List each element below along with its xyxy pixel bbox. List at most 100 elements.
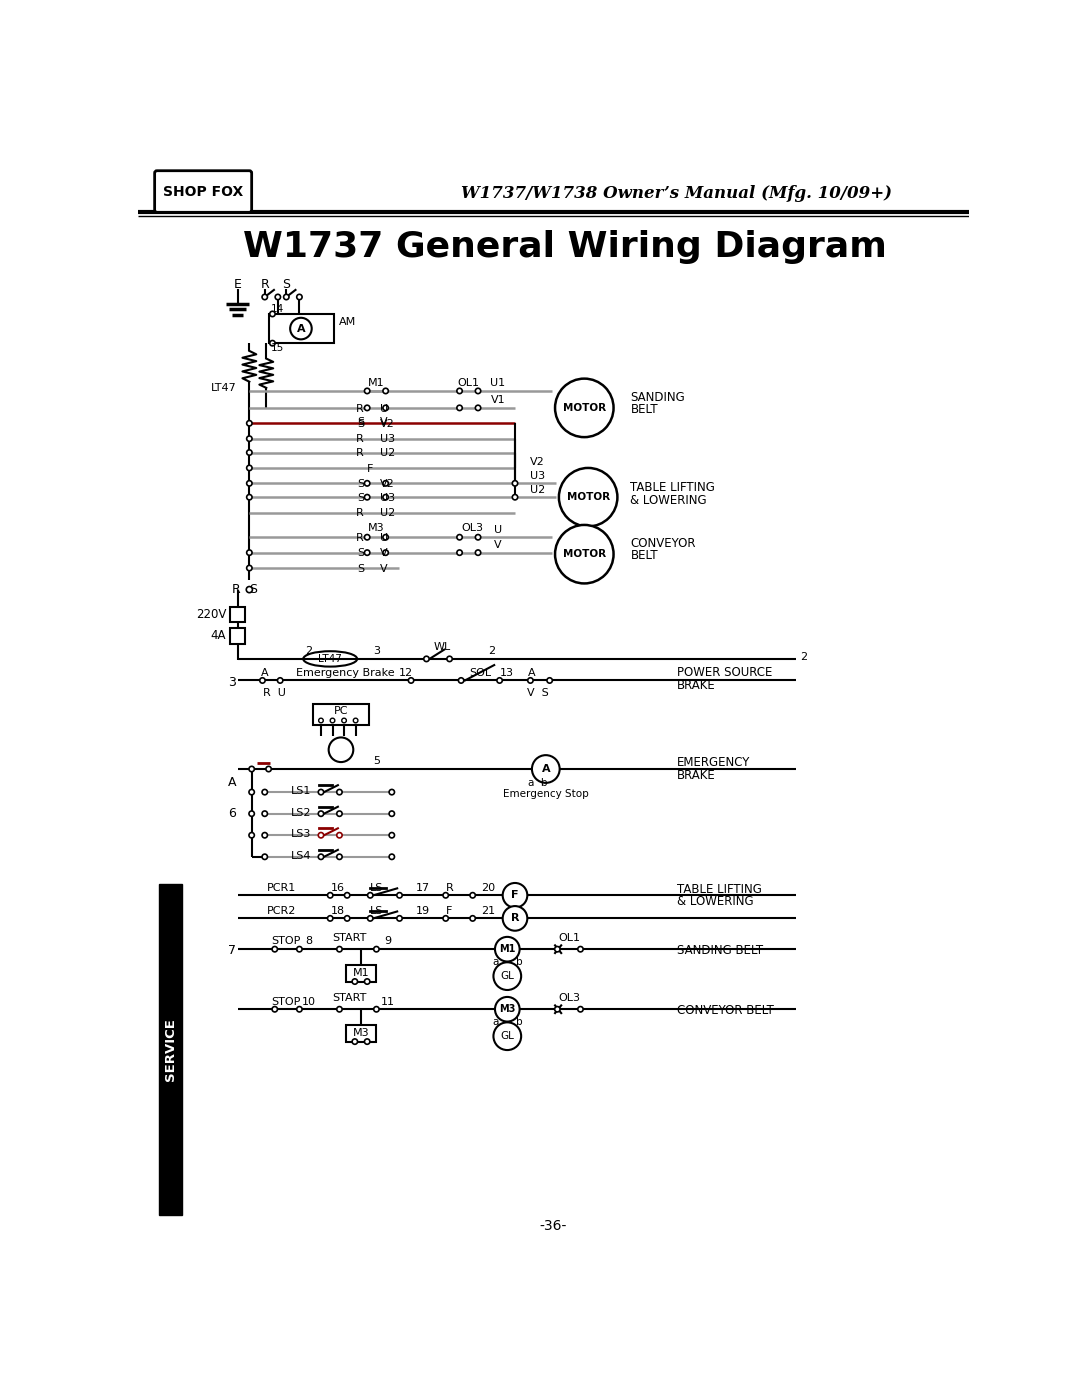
Circle shape	[475, 535, 481, 539]
Text: CONVEYOR: CONVEYOR	[631, 536, 696, 550]
Circle shape	[367, 893, 373, 898]
Text: OL1: OL1	[458, 379, 480, 388]
Text: V: V	[380, 549, 388, 559]
Text: S: S	[357, 479, 364, 489]
Text: TABLE LIFTING: TABLE LIFTING	[631, 481, 715, 493]
Circle shape	[383, 495, 389, 500]
Text: SANDING: SANDING	[631, 391, 685, 404]
Bar	[269, 314, 334, 344]
Text: 20: 20	[481, 883, 495, 893]
Text: BELT: BELT	[631, 402, 658, 416]
Circle shape	[337, 833, 342, 838]
Text: V1: V1	[490, 395, 505, 405]
Text: & LOWERING: & LOWERING	[677, 895, 754, 908]
Text: R: R	[511, 914, 519, 923]
Text: LT47: LT47	[211, 383, 237, 393]
Circle shape	[555, 525, 613, 584]
Circle shape	[475, 550, 481, 556]
Circle shape	[497, 678, 502, 683]
Text: U2: U2	[380, 448, 395, 458]
Circle shape	[246, 436, 252, 441]
Text: 8: 8	[305, 936, 312, 947]
Circle shape	[532, 756, 559, 782]
Text: R: R	[356, 509, 364, 518]
Text: MOTOR: MOTOR	[563, 402, 606, 414]
Circle shape	[502, 907, 527, 930]
FancyBboxPatch shape	[154, 170, 252, 212]
Text: S: S	[249, 583, 257, 597]
Circle shape	[262, 812, 268, 816]
Text: S: S	[357, 493, 364, 503]
Text: STOP: STOP	[271, 996, 300, 1007]
Text: LS: LS	[369, 905, 383, 915]
Text: R: R	[231, 583, 240, 597]
Circle shape	[249, 812, 255, 816]
Bar	[159, 884, 183, 1215]
Text: R: R	[356, 404, 364, 414]
Text: F: F	[367, 464, 374, 474]
Circle shape	[262, 854, 268, 859]
Circle shape	[364, 1039, 369, 1045]
Text: 12: 12	[399, 668, 413, 678]
Circle shape	[502, 883, 527, 908]
Text: U2: U2	[380, 509, 395, 518]
Text: E: E	[234, 278, 242, 291]
Text: a: a	[492, 1017, 499, 1027]
Text: A: A	[541, 764, 550, 774]
Circle shape	[494, 963, 522, 990]
Bar	[346, 964, 377, 982]
Circle shape	[383, 388, 389, 394]
Text: A: A	[528, 668, 536, 678]
Text: S: S	[357, 564, 364, 574]
Text: R: R	[446, 883, 454, 893]
Text: F: F	[511, 890, 518, 900]
Text: 6: 6	[228, 807, 237, 820]
Circle shape	[470, 893, 475, 898]
Circle shape	[447, 657, 453, 662]
Circle shape	[364, 550, 369, 556]
Circle shape	[558, 468, 618, 527]
Text: 18: 18	[330, 905, 345, 915]
Text: 17: 17	[416, 883, 430, 893]
Circle shape	[443, 915, 448, 921]
Text: PC: PC	[334, 707, 348, 717]
Text: U: U	[494, 524, 502, 535]
Text: 19: 19	[416, 905, 430, 915]
Circle shape	[389, 812, 394, 816]
Circle shape	[345, 893, 350, 898]
Circle shape	[396, 893, 402, 898]
Circle shape	[512, 495, 517, 500]
Circle shape	[272, 947, 278, 951]
Circle shape	[578, 1007, 583, 1011]
Circle shape	[327, 915, 333, 921]
Circle shape	[396, 915, 402, 921]
Circle shape	[512, 481, 517, 486]
Circle shape	[319, 833, 324, 838]
Circle shape	[457, 405, 462, 411]
Circle shape	[495, 997, 519, 1021]
Text: 220V: 220V	[195, 608, 226, 620]
Text: BELT: BELT	[631, 549, 658, 562]
Text: M3: M3	[368, 522, 384, 534]
Circle shape	[260, 678, 265, 683]
Circle shape	[383, 535, 389, 539]
Text: R: R	[356, 434, 364, 444]
Circle shape	[246, 587, 253, 592]
Circle shape	[494, 1023, 522, 1051]
Text: BRAKE: BRAKE	[677, 679, 715, 692]
Text: U: U	[380, 534, 389, 543]
Circle shape	[383, 481, 389, 486]
Circle shape	[319, 789, 324, 795]
Circle shape	[337, 812, 342, 816]
Text: W1737 General Wiring Diagram: W1737 General Wiring Diagram	[243, 231, 887, 264]
Text: PCR1: PCR1	[267, 883, 296, 893]
Text: V  S: V S	[527, 687, 549, 697]
Text: START: START	[333, 933, 366, 943]
Text: R: R	[260, 278, 269, 291]
Text: GL: GL	[500, 971, 514, 981]
Bar	[346, 1024, 377, 1042]
Circle shape	[337, 947, 342, 951]
Text: A: A	[228, 777, 237, 789]
Text: & LOWERING: & LOWERING	[631, 493, 707, 507]
Text: 11: 11	[381, 996, 395, 1007]
